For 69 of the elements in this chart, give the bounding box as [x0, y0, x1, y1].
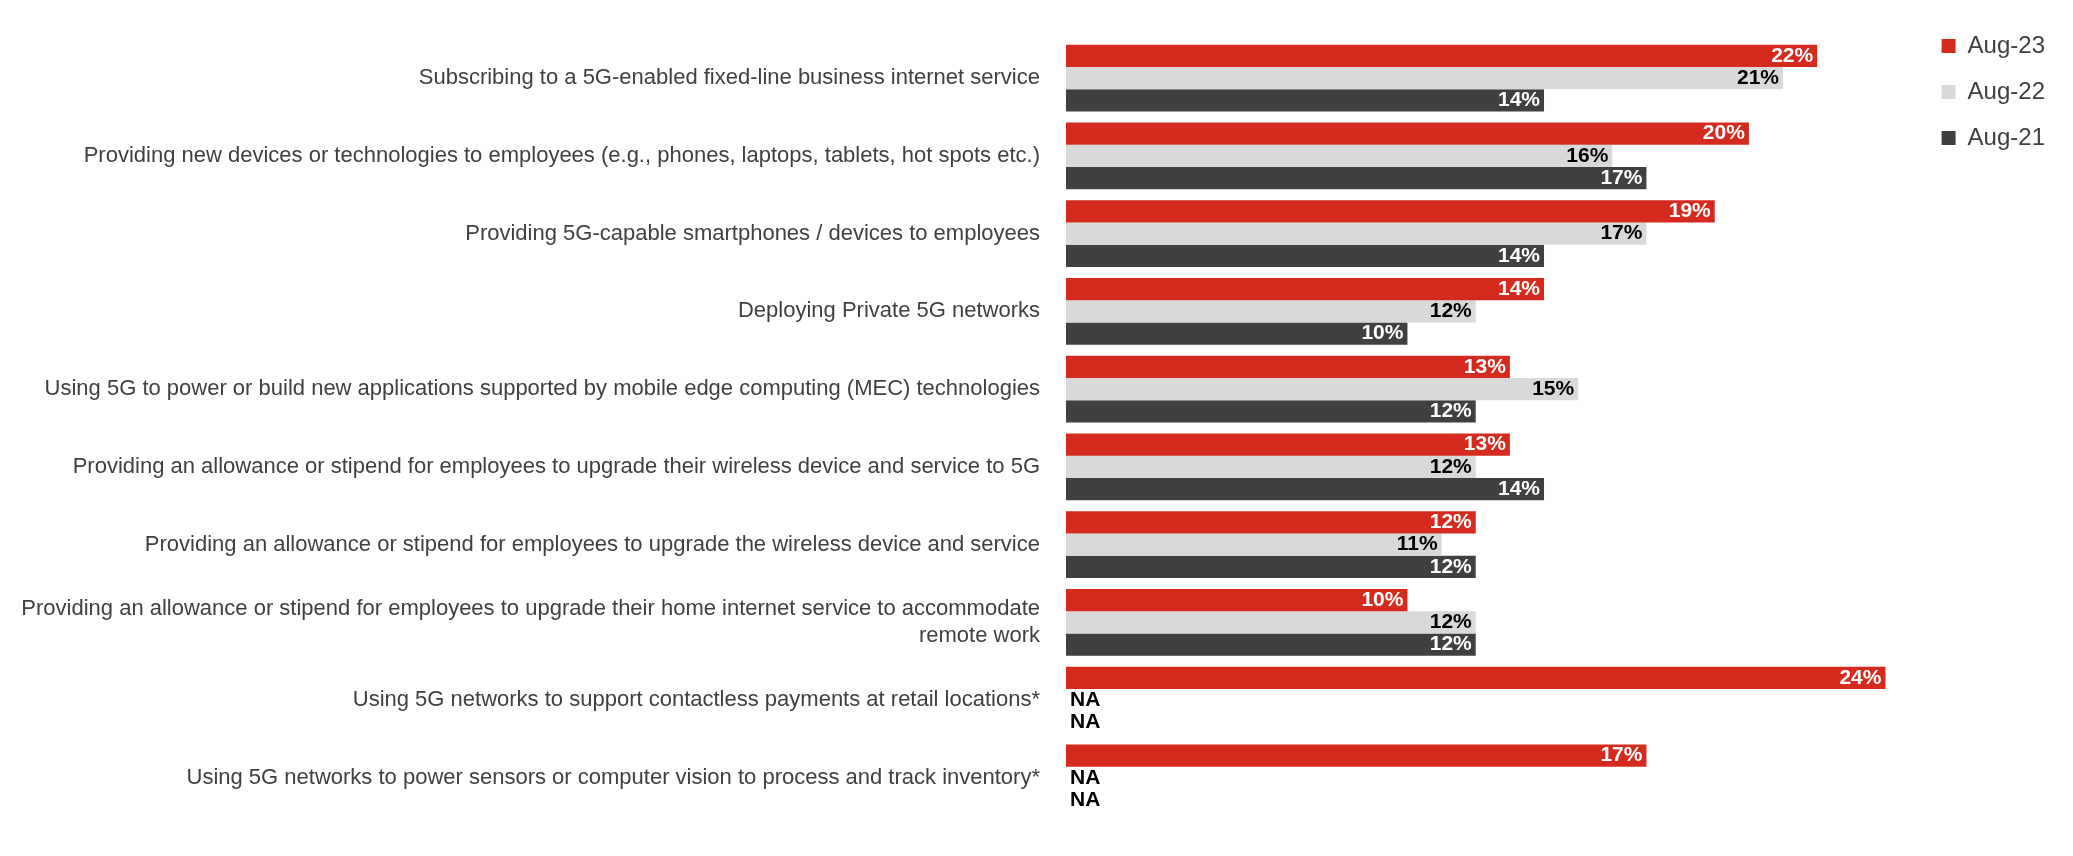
- bar: [1066, 355, 1510, 378]
- data-label: 11%: [1396, 531, 1438, 555]
- bar: [1066, 533, 1442, 556]
- bar: [1066, 166, 1647, 190]
- data-label: 14%: [1497, 242, 1541, 266]
- bar: [1066, 611, 1476, 634]
- bar: [1066, 633, 1476, 656]
- data-label: 12%: [1429, 509, 1473, 533]
- data-label: 17%: [1600, 164, 1643, 188]
- y-tick-label: Deploying Private 5G networks: [737, 297, 1040, 323]
- bar: [1066, 89, 1545, 112]
- y-tick-label: Subscribing to a 5G-enabled fixed-line business internet service: [418, 64, 1040, 90]
- legend-label: Aug-22: [1967, 76, 2045, 104]
- data-label: 21%: [1737, 64, 1780, 88]
- bar: [1066, 455, 1476, 479]
- bar: [1066, 744, 1647, 767]
- data-label: 17%: [1600, 220, 1643, 244]
- data-label: 10%: [1361, 320, 1404, 344]
- bar: [1066, 555, 1476, 579]
- data-label: 12%: [1429, 609, 1473, 633]
- text: NA: [1070, 764, 1101, 788]
- bar: [1066, 244, 1545, 268]
- data-label: 16%: [1566, 142, 1609, 166]
- y-tick-label: Providing an allowance or stipend for employees to upgrade their home internet service to accommodate remote work: [21, 595, 1041, 647]
- data-label: 13%: [1463, 353, 1507, 377]
- bar: [1066, 277, 1545, 301]
- y-tick-label: Using 5G networks to power sensors or computer vision to process and track inventory*: [186, 763, 1041, 789]
- data-label: 10%: [1361, 586, 1404, 610]
- text: NA: [1070, 709, 1101, 733]
- bar: [1066, 478, 1545, 501]
- bar: [1066, 588, 1408, 612]
- text: NA: [1070, 686, 1101, 710]
- data-label: 14%: [1497, 87, 1541, 111]
- data-label: 12%: [1429, 453, 1473, 477]
- data-label: 24%: [1839, 664, 1882, 688]
- data-label: 17%: [1600, 742, 1643, 766]
- data-label: 14%: [1497, 475, 1541, 499]
- y-tick-label: Providing 5G-capable smartphones / devices to employees: [465, 219, 1040, 245]
- y-tick-label: Providing new devices or technologies to employees (e.g., phones, laptops, tablets, hot spots etc.): [83, 141, 1040, 167]
- data-label: 22%: [1771, 42, 1814, 66]
- data-label: 14%: [1497, 275, 1541, 299]
- bar: [1066, 511, 1476, 534]
- bar: [1066, 200, 1715, 223]
- bar: [1066, 666, 1886, 690]
- legend-label: Aug-23: [1967, 30, 2045, 58]
- bar: [1066, 144, 1613, 167]
- data-label: 19%: [1668, 198, 1712, 222]
- y-tick-label: Using 5G networks to support contactless payments at retail locations*: [352, 686, 1041, 712]
- y-tick-label: Providing an allowance or stipend for employees to upgrade the wireless device and service: [144, 530, 1040, 556]
- data-label: 12%: [1429, 631, 1473, 655]
- data-label: 13%: [1463, 431, 1507, 455]
- bar: [1066, 44, 1818, 67]
- data-label: 12%: [1429, 298, 1473, 322]
- bar: [1066, 66, 1784, 90]
- bar: [1066, 377, 1579, 401]
- data-label: 12%: [1429, 553, 1473, 577]
- bar: [1066, 322, 1408, 345]
- bar: [1066, 122, 1749, 145]
- data-label: 20%: [1702, 120, 1746, 144]
- bar: [1066, 400, 1476, 423]
- bar: [1066, 433, 1510, 456]
- y-tick-label: Providing an allowance or stipend for employees to upgrade their wireless device and service to 5G: [72, 452, 1040, 478]
- legend-label: Aug-21: [1967, 122, 2045, 150]
- bar: [1066, 222, 1647, 245]
- data-label: 12%: [1429, 398, 1473, 422]
- data-label: 15%: [1532, 375, 1575, 399]
- y-tick-label: Using 5G to power or build new applications supported by mobile edge computing (MEC) technologies: [44, 375, 1040, 401]
- bar: [1066, 300, 1476, 323]
- text: NA: [1070, 787, 1101, 811]
